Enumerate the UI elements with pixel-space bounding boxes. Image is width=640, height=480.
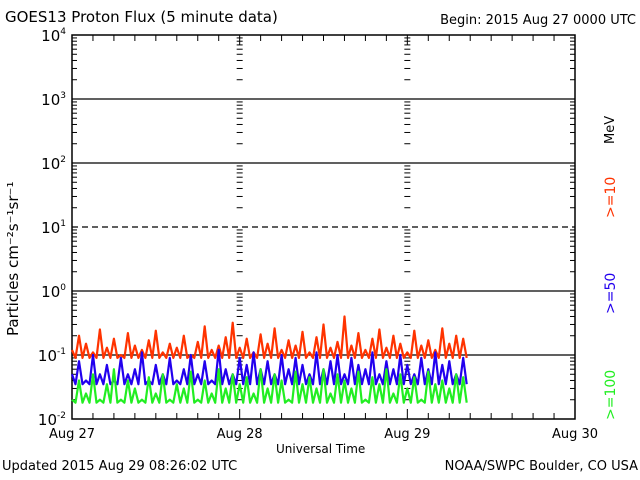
y-tick-label: 102 <box>41 155 66 173</box>
updated-timestamp: Updated 2015 Aug 29 08:26:02 UTC <box>2 459 238 474</box>
y-tick-label: 100 <box>41 283 66 301</box>
y-axis-label: Particles cm⁻²s⁻¹sr⁻¹ <box>4 181 22 336</box>
source-label: NOAA/SWPC Boulder, CO USA <box>444 459 638 474</box>
series-50-line <box>70 348 468 386</box>
y-tick-label: 104 <box>41 27 66 45</box>
chart-title: GOES13 Proton Flux (5 minute data) <box>5 8 278 26</box>
x-tick-label: Aug 30 <box>552 427 598 442</box>
x-tick-label: Aug 28 <box>217 427 263 442</box>
y-tick-label: 101 <box>41 219 66 237</box>
series-100-line <box>71 368 468 404</box>
x-tick-label: Aug 29 <box>384 427 430 442</box>
series-10-line <box>70 315 468 359</box>
x-tick-label: Aug 27 <box>49 427 95 442</box>
y-tick-label: 10-2 <box>38 411 66 429</box>
x-axis-label: Universal Time <box>276 442 366 456</box>
legend-unit: MeV <box>603 115 618 144</box>
legend-gte10: >=10 <box>603 176 619 218</box>
y-tick-label: 103 <box>41 91 66 109</box>
legend-gte100: >=100 <box>603 369 619 420</box>
y-tick-label: 10-1 <box>38 347 66 365</box>
legend-gte50: >=50 <box>603 272 619 314</box>
begin-label: Begin: 2015 Aug 27 0000 UTC <box>440 13 636 28</box>
